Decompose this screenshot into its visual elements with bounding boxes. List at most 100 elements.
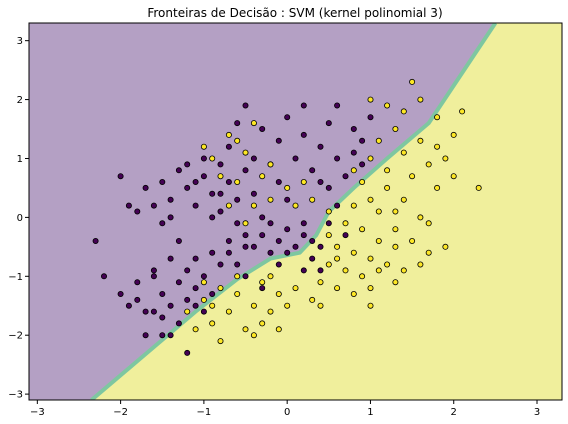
class-0-point [192, 178, 199, 185]
class-0-point [342, 232, 349, 239]
class-0-point [325, 120, 332, 127]
class-1-point [267, 196, 274, 203]
class-1-point [209, 320, 216, 327]
class-1-point [342, 220, 349, 227]
class-0-point [167, 302, 174, 309]
class-0-point [325, 184, 332, 191]
class-1-point [200, 279, 207, 286]
class-1-point [434, 114, 441, 121]
class-0-point [142, 332, 149, 339]
class-1-point [250, 302, 257, 309]
plot-frame [28, 22, 563, 401]
class-1-point [225, 131, 232, 138]
class-1-point [375, 267, 382, 274]
class-1-point [209, 302, 216, 309]
class-0-point [284, 249, 291, 256]
class-1-point [425, 161, 432, 168]
class-1-point [400, 196, 407, 203]
class-0-point [167, 332, 174, 339]
class-1-point [309, 196, 316, 203]
class-1-point [434, 184, 441, 191]
class-1-point [309, 296, 316, 303]
plot-area [29, 23, 562, 400]
class-0-point [167, 214, 174, 221]
class-1-point [417, 214, 424, 221]
class-1-point [284, 184, 291, 191]
class-1-point [275, 290, 282, 297]
class-1-point [392, 126, 399, 133]
class-0-point [175, 279, 182, 286]
class-1-point [442, 155, 449, 162]
class-0-point [300, 131, 307, 138]
class-0-point [300, 232, 307, 239]
class-1-point [350, 202, 357, 209]
class-0-point [242, 102, 249, 109]
y-tick-label: −2 [8, 331, 23, 342]
class-1-point [392, 243, 399, 250]
x-tick-label: −1 [197, 407, 212, 418]
class-1-point [234, 137, 241, 144]
y-tick-label: −3 [8, 390, 23, 401]
class-1-point [400, 267, 407, 274]
class-0-point [192, 302, 199, 309]
x-tick-label: 1 [367, 407, 373, 418]
x-tick-label: 2 [451, 407, 457, 418]
class-1-point [242, 326, 249, 333]
class-0-point [125, 202, 132, 209]
class-0-point [334, 202, 341, 209]
class-0-point [134, 279, 141, 286]
class-0-point [200, 273, 207, 280]
class-1-point [375, 208, 382, 215]
class-0-point [150, 308, 157, 315]
class-0-point [275, 178, 282, 185]
class-0-point [242, 232, 249, 239]
y-tick-label: 1 [17, 154, 23, 165]
class-1-point [459, 108, 466, 115]
class-0-point [259, 214, 266, 221]
class-1-point [200, 296, 207, 303]
class-0-point [250, 155, 257, 162]
class-0-point [317, 267, 324, 274]
class-0-point [267, 249, 274, 256]
class-0-point [275, 137, 282, 144]
class-1-point [250, 332, 257, 339]
class-1-point [367, 302, 374, 309]
class-0-point [92, 237, 99, 244]
class-1-point [400, 149, 407, 156]
y-tick-label: 2 [17, 95, 23, 106]
decision-boundary [90, 23, 498, 400]
class-1-point [434, 143, 441, 150]
class-1-point [267, 308, 274, 315]
class-0-point [259, 126, 266, 133]
class-0-point [275, 237, 282, 244]
x-tick-label: 0 [284, 407, 290, 418]
class-0-point [101, 273, 108, 280]
class-0-point [317, 178, 324, 185]
class-1-point [359, 273, 366, 280]
class-1-point [417, 96, 424, 103]
class-0-point [317, 143, 324, 150]
class-1-point [384, 184, 391, 191]
class-0-point [167, 255, 174, 262]
class-0-point [292, 243, 299, 250]
class-0-point [175, 320, 182, 327]
class-1-point [375, 137, 382, 144]
class-0-point [292, 155, 299, 162]
class-1-point [250, 202, 257, 209]
class-1-point [384, 102, 391, 109]
class-1-point [259, 320, 266, 327]
class-1-point [384, 261, 391, 268]
class-1-point [242, 220, 249, 227]
class-1-point [234, 273, 241, 280]
class-0-point [359, 161, 366, 168]
class-1-point [217, 338, 224, 345]
class-0-point [234, 220, 241, 227]
class-0-point [242, 243, 249, 250]
class-0-point [300, 102, 307, 109]
class-0-point [159, 290, 166, 297]
class-0-point [367, 114, 374, 121]
class-0-point [309, 237, 316, 244]
class-1-region [91, 23, 562, 400]
class-0-point [234, 196, 241, 203]
